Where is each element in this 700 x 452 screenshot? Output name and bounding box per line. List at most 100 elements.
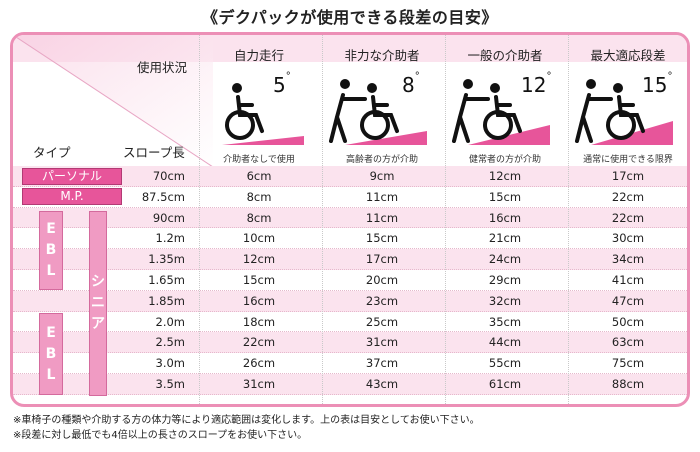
slope-length: 3.5m — [155, 377, 186, 391]
type-label: タイプ — [33, 145, 71, 160]
step-height-cell: 34cm — [611, 252, 645, 267]
wheelchair-icon — [329, 79, 427, 145]
step-height-cell: 37cm — [365, 356, 399, 371]
step-height-cell: 18cm — [242, 314, 276, 329]
step-height-cell: 29cm — [488, 273, 522, 287]
angle-label: 5° — [273, 71, 291, 97]
step-height-cell: 15cm — [488, 189, 522, 204]
footnotes: ※車椅子の種類や介助する方の体力等により適応範囲は変化します。上の表は目安として… — [13, 413, 480, 443]
step-height-cell: 22cm — [611, 189, 645, 204]
guide-table: 使用状況 タイプ スロープ長 自力走行 5° 介助者なしで使用 非力な介助者 8° 高齢者… — [10, 32, 690, 407]
column-divider — [199, 35, 200, 404]
type-senior: シニア — [89, 211, 107, 396]
step-height-cell: 10cm — [242, 231, 276, 246]
step-height-cell: 61cm — [488, 377, 522, 391]
table-row — [13, 332, 687, 354]
step-height-cell: 32cm — [488, 293, 522, 308]
step-height-cell: 63cm — [611, 335, 645, 350]
table-row — [13, 186, 687, 208]
step-height-cell: 15cm — [242, 273, 276, 287]
page-title: 《デクパックが使用できる段差の目安》 — [202, 8, 498, 27]
column-divider — [445, 35, 446, 404]
slope-length: 90cm — [152, 210, 185, 225]
step-height-cell: 20cm — [365, 273, 399, 287]
table-row — [13, 311, 687, 333]
table-row — [13, 290, 687, 312]
step-height-cell: 15cm — [365, 231, 399, 246]
step-height-cell: 44cm — [488, 335, 522, 350]
wheelchair-icon — [452, 79, 550, 145]
column-divider — [568, 35, 569, 404]
step-height-cell: 16cm — [242, 293, 276, 308]
step-height-cell: 47cm — [611, 293, 645, 308]
step-height-cell: 16cm — [488, 210, 522, 225]
slope-length: 1.85m — [148, 293, 185, 308]
step-height-cell: 8cm — [246, 210, 272, 225]
step-height-cell: 12cm — [488, 169, 522, 183]
step-height-cell: 43cm — [365, 377, 399, 391]
column-caption: 通常に使用できる限界 — [583, 155, 673, 165]
step-height-cell: 31cm — [365, 335, 399, 350]
column-header: 一般の介助者 — [467, 48, 543, 63]
step-height-cell: 88cm — [611, 377, 645, 391]
table-row — [13, 207, 687, 229]
wheelchair-icon — [575, 79, 673, 145]
step-height-cell: 25cm — [365, 314, 399, 329]
angle-label: 12° — [521, 71, 552, 97]
type-personal: パーソナル — [22, 168, 122, 185]
step-height-cell: 17cm — [365, 252, 399, 267]
step-height-cell: 9cm — [369, 169, 395, 183]
slope-length: 87.5cm — [141, 189, 185, 204]
step-height-cell: 17cm — [611, 169, 645, 183]
wheelchair-icon — [222, 83, 304, 145]
step-height-cell: 26cm — [242, 356, 276, 371]
table-row — [13, 228, 687, 250]
table-row — [13, 374, 687, 395]
step-height-cell: 30cm — [611, 231, 645, 246]
table-row — [13, 270, 687, 291]
column-caption: 高齢者の方が介助 — [345, 155, 418, 165]
column-header: 最大適応段差 — [590, 48, 666, 63]
step-height-cell: 6cm — [246, 169, 272, 183]
slope-length: 1.65m — [148, 273, 185, 287]
step-height-cell: 41cm — [611, 273, 645, 287]
table-row — [13, 166, 687, 187]
step-height-cell: 35cm — [488, 314, 522, 329]
slope-length: 2.0m — [155, 314, 186, 329]
usage-label: 使用状況 — [137, 60, 188, 75]
step-height-cell: 24cm — [488, 252, 522, 267]
slope-length: 1.2m — [155, 231, 186, 246]
step-height-cell: 31cm — [242, 377, 276, 391]
step-height-cell: 8cm — [246, 189, 272, 204]
step-height-cell: 11cm — [365, 210, 399, 225]
column-caption: 健常者の方が介助 — [468, 155, 541, 165]
slope-label: スロープ長 — [123, 145, 185, 160]
angle-label: 8° — [402, 71, 420, 97]
column-header: 自力走行 — [233, 48, 284, 63]
slope-length: 2.5m — [155, 335, 186, 350]
slope-length: 1.35m — [148, 252, 185, 267]
step-height-cell: 22cm — [611, 210, 645, 225]
step-height-cell: 55cm — [488, 356, 522, 371]
table-row — [13, 353, 687, 374]
column-header: 非力な介助者 — [344, 48, 420, 63]
footnote: ※段差に対し最低でも4倍以上の長さのスロープをお使い下さい。 — [13, 430, 308, 441]
footnote: ※車椅子の種類や介助する方の体力等により適応範囲は変化します。上の表は目安として… — [13, 415, 480, 426]
column-divider — [322, 35, 323, 404]
header-diagonal — [13, 35, 213, 167]
slope-length: 3.0m — [155, 356, 186, 371]
type-mp: M.P. — [22, 188, 122, 205]
step-height-cell: 22cm — [242, 335, 276, 350]
step-height-cell: 23cm — [365, 293, 399, 308]
step-height-cell: 12cm — [242, 252, 276, 267]
step-height-cell: 21cm — [488, 231, 522, 246]
step-height-cell: 11cm — [365, 189, 399, 204]
slope-length: 70cm — [152, 169, 185, 183]
step-height-cell: 50cm — [611, 314, 645, 329]
column-caption: 介助者なしで使用 — [223, 155, 295, 165]
angle-label: 15° — [642, 71, 673, 97]
table-row — [13, 249, 687, 270]
step-height-cell: 75cm — [611, 356, 645, 371]
